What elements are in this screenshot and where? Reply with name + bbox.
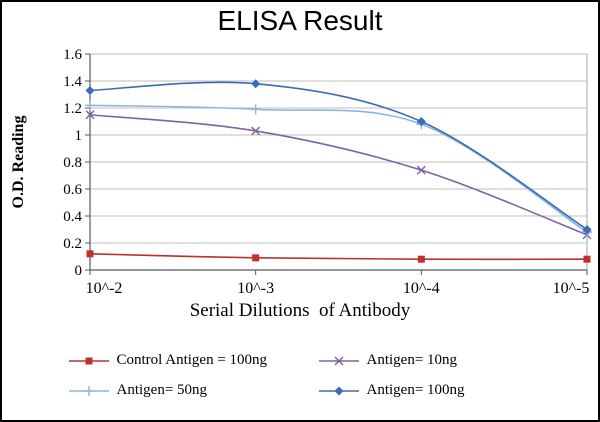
y-tick-label: 1.6 [63,47,82,63]
series-line [89,81,588,231]
y-tick-label: 0.4 [63,209,82,225]
x-tick-label: 10^-3 [237,280,274,297]
legend-item: Antigen= 100ng [318,382,533,399]
y-tick-label: 0 [75,263,83,279]
y-tick-label: 1.4 [63,74,82,90]
y-axis-title: O.D. Reading [10,115,27,209]
series-line [89,104,588,233]
diamond-marker-icon [318,386,359,395]
y-tick-label: 0.8 [63,155,82,171]
legend-item: Control Antigen = 100ng [68,352,318,369]
plot-area: 0 0.2 0.4 0.6 0.8 1 1.2 1.4 1.6 10^-2 10^-3 10^-4 10… [63,47,592,297]
square-marker-icon [68,357,109,364]
legend: Control Antigen = 100ng Antigen= 10ng Anti… [2,352,598,399]
legend-label: Antigen= 100ng [366,382,465,398]
plus-marker-icon [68,385,109,396]
x-tick-label: 10^-2 [86,280,123,297]
legend-label: Antigen= 50ng [116,382,208,398]
series-line [89,253,588,261]
legend-label: Control Antigen = 100ng [116,352,268,368]
legend-item: Antigen= 10ng [318,352,533,369]
legend-label: Antigen= 10ng [366,352,458,368]
x-tick-label: 10^-5 [553,280,590,297]
chart-title: ELISA Result [217,5,383,36]
x-marker-icon [318,356,359,365]
series-line [89,113,588,236]
y-tick-label: 1.2 [63,101,82,117]
x-axis-title: Serial Dilutions of Antibody [189,300,411,321]
legend-item: Antigen= 50ng [68,382,318,399]
y-tick-label: 0.6 [63,182,82,198]
y-tick-label: 0.2 [63,236,82,252]
y-tick-label: 1 [75,128,83,144]
x-tick-label: 10^-4 [403,280,440,297]
